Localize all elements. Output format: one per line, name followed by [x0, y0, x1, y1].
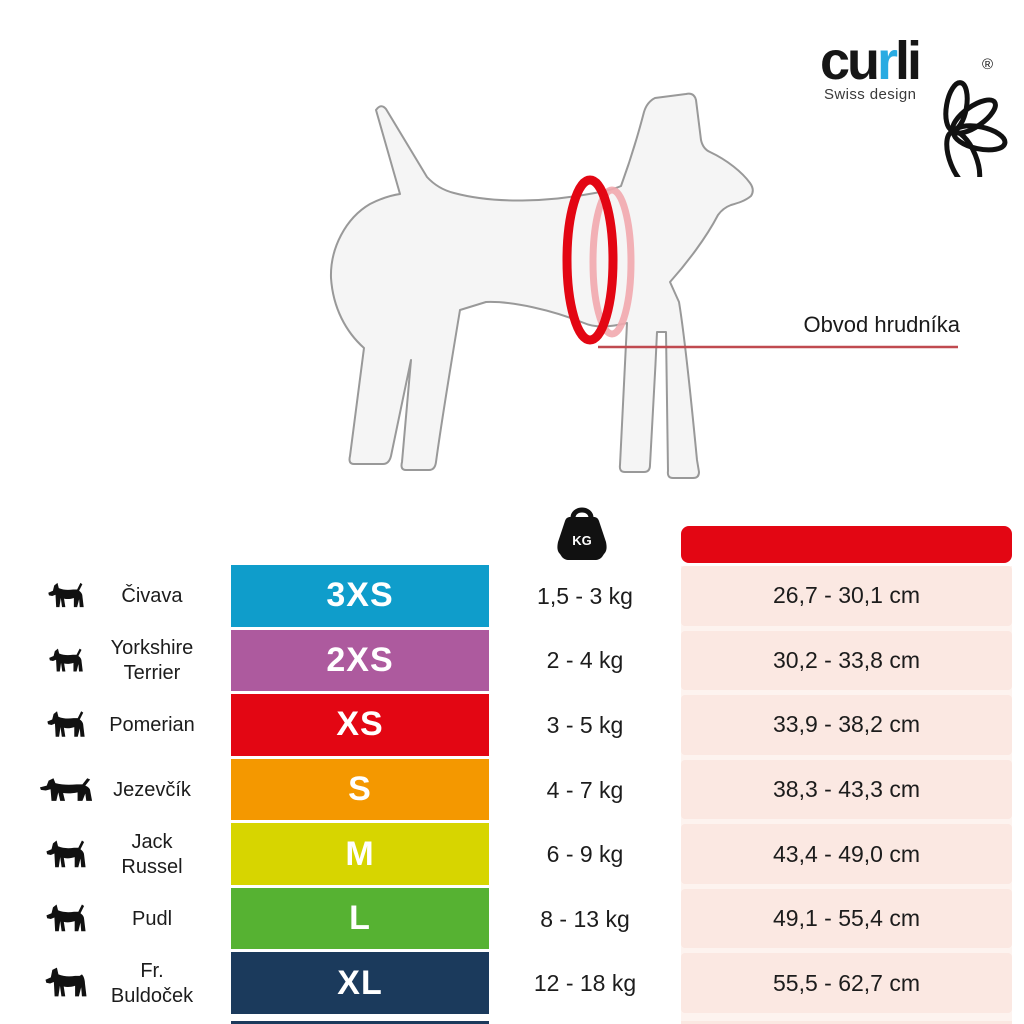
pomeranian-breed-icon — [46, 709, 86, 741]
kg-weight-icon: KG — [549, 504, 615, 571]
table-row: Fr. Buldoček XL 12 - 18 kg 55,5 - 62,7 c… — [0, 951, 1024, 1016]
breed-name: Pomerian — [109, 713, 195, 736]
table-row: Čivava 3XS 1,5 - 3 kg 26,7 - 30,1 cm — [0, 564, 1024, 629]
weight-range: 8 - 13 kg — [540, 905, 630, 932]
dog-body-outline — [329, 92, 754, 479]
breed-name: Jezevčík — [113, 778, 191, 801]
weight-range: 4 - 7 kg — [546, 776, 624, 803]
chest-column-header-bar — [681, 526, 1012, 563]
size-badge: 3XS — [231, 565, 489, 627]
dog-silhouette-diagram — [329, 92, 958, 479]
size-badge: S — [231, 758, 489, 821]
brand-wordmark: curli — [820, 30, 922, 92]
weight-range: 12 - 18 kg — [533, 970, 637, 997]
size-table: Čivava 3XS 1,5 - 3 kg 26,7 - 30,1 cm Yor… — [0, 564, 1024, 1016]
french-bulldog-breed-icon — [44, 965, 88, 1002]
brand-tagline: Swiss design — [824, 86, 917, 103]
table-row: Yorkshire Terrier 2XS 2 - 4 kg 30,2 - 33… — [0, 629, 1024, 694]
brand-prefix: cu — [820, 31, 880, 91]
chest-range: 38,3 - 43,3 cm — [681, 759, 1012, 820]
table-row: Jezevčík S 4 - 7 kg 38,3 - 43,3 cm — [0, 758, 1024, 823]
breed-name: Yorkshire Terrier — [110, 636, 194, 684]
chihuahua-breed-icon — [47, 581, 85, 611]
yorkshire-breed-icon — [48, 645, 84, 677]
weight-range: 1,5 - 3 kg — [537, 582, 633, 609]
chest-range: 49,1 - 55,4 cm — [681, 888, 1012, 949]
brand-accent-letter: r — [877, 31, 898, 91]
registered-mark: ® — [982, 56, 994, 73]
dachshund-breed-icon — [38, 777, 94, 804]
chest-range: 26,7 - 30,1 cm — [681, 566, 1012, 626]
weight-range: 2 - 4 kg — [546, 647, 624, 674]
breed-name: Pudl — [131, 907, 173, 930]
chest-ring-icon — [562, 175, 618, 345]
breed-name: Fr. Buldoček — [110, 959, 194, 1007]
brand-suffix: li — [895, 31, 922, 91]
jack-russell-breed-icon — [45, 838, 87, 872]
breed-name: Jack Russel — [121, 830, 183, 878]
weight-range: 3 - 5 kg — [546, 711, 624, 738]
chest-range: 30,2 - 33,8 cm — [681, 630, 1012, 691]
size-badge: XL — [231, 952, 489, 1015]
chest-range: 55,5 - 62,7 cm — [681, 953, 1012, 1014]
table-row: Pomerian XS 3 - 5 kg 33,9 - 38,2 cm — [0, 693, 1024, 758]
kg-icon-label: KG — [572, 533, 592, 548]
size-badge: 2XS — [231, 629, 489, 692]
size-badge: M — [231, 823, 489, 885]
chest-range: 43,4 - 49,0 cm — [681, 824, 1012, 884]
poodle-breed-icon — [45, 902, 87, 936]
next-row-chest-sliver — [681, 1021, 1012, 1024]
chest-measure-label: Obvod hrudníka — [803, 312, 960, 337]
next-row-size-sliver — [231, 1021, 489, 1024]
weight-range: 6 - 9 kg — [546, 841, 624, 868]
breed-name: Čivava — [121, 584, 183, 607]
table-row: Pudl L 8 - 13 kg 49,1 - 55,4 cm — [0, 887, 1024, 952]
size-badge: L — [231, 887, 489, 950]
chest-ring-back — [589, 186, 635, 338]
table-row: Jack Russel M 6 - 9 kg 43,4 - 49,0 cm — [0, 822, 1024, 887]
size-badge: XS — [231, 694, 489, 756]
chest-range: 33,9 - 38,2 cm — [681, 695, 1012, 755]
